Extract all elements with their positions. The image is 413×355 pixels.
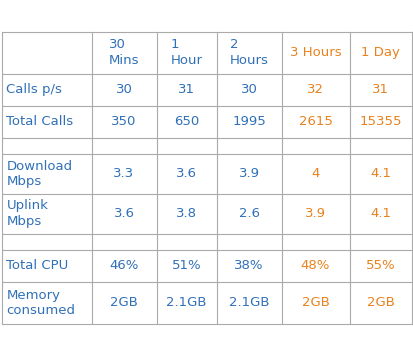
- Text: 2GB: 2GB: [110, 296, 138, 309]
- Text: 3.9: 3.9: [238, 167, 259, 180]
- Text: 30
Mins: 30 Mins: [109, 38, 139, 66]
- Text: 3.8: 3.8: [176, 207, 197, 220]
- Text: 3.6: 3.6: [176, 167, 197, 180]
- Text: 1
Hour: 1 Hour: [171, 38, 202, 66]
- Text: 32: 32: [307, 83, 324, 96]
- Text: 650: 650: [174, 115, 199, 128]
- Text: 1995: 1995: [232, 115, 266, 128]
- Text: 3 Hours: 3 Hours: [290, 46, 341, 59]
- Text: 2615: 2615: [299, 115, 332, 128]
- Text: 31: 31: [178, 83, 195, 96]
- Text: 30: 30: [240, 83, 257, 96]
- Text: Total Calls: Total Calls: [7, 115, 74, 128]
- Text: Download
Mbps: Download Mbps: [7, 159, 73, 187]
- Text: 31: 31: [372, 83, 389, 96]
- Text: 3.3: 3.3: [114, 167, 135, 180]
- Text: Calls p/s: Calls p/s: [7, 83, 62, 96]
- Text: Total CPU: Total CPU: [7, 259, 69, 272]
- Text: 2.6: 2.6: [238, 207, 259, 220]
- Text: 3.9: 3.9: [305, 207, 326, 220]
- Text: Uplink
Mbps: Uplink Mbps: [7, 200, 48, 228]
- Text: 51%: 51%: [172, 259, 201, 272]
- Text: 15355: 15355: [359, 115, 402, 128]
- Text: 30: 30: [116, 83, 133, 96]
- Text: 3.6: 3.6: [114, 207, 135, 220]
- Text: 4.1: 4.1: [370, 207, 391, 220]
- Text: Memory
consumed: Memory consumed: [7, 289, 76, 317]
- Text: 46%: 46%: [109, 259, 139, 272]
- Text: 2GB: 2GB: [367, 296, 394, 309]
- Text: 350: 350: [112, 115, 137, 128]
- Text: 55%: 55%: [366, 259, 395, 272]
- Text: 4: 4: [311, 167, 320, 180]
- Text: 1 Day: 1 Day: [361, 46, 400, 59]
- Text: 38%: 38%: [234, 259, 264, 272]
- Text: 2.1GB: 2.1GB: [166, 296, 207, 309]
- Text: 4.1: 4.1: [370, 167, 391, 180]
- Text: 2.1GB: 2.1GB: [229, 296, 269, 309]
- Text: 2
Hours: 2 Hours: [230, 38, 268, 66]
- Text: 2GB: 2GB: [301, 296, 330, 309]
- Text: 48%: 48%: [301, 259, 330, 272]
